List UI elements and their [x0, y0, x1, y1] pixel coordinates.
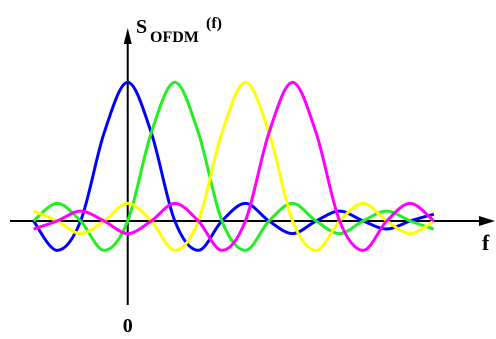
x-tick-label: 0: [123, 315, 133, 337]
spectrum-curve: [33, 80, 435, 252]
spectrum-curve: [32, 80, 435, 252]
y-axis-arrow: [123, 28, 132, 44]
x-axis-label: f: [482, 230, 490, 255]
y-axis-label-subscript: OFDM: [150, 29, 199, 46]
y-axis-label-superscript: (f): [206, 15, 222, 32]
spectrum-curve: [32, 80, 435, 252]
y-axis-label: S: [136, 16, 147, 38]
x-axis-arrow: [479, 215, 495, 226]
